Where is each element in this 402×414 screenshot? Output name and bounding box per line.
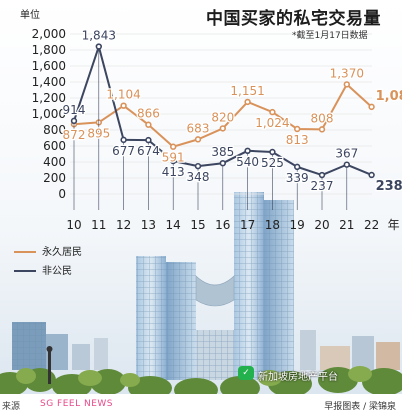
source-credit: 来源: [2, 402, 21, 412]
series-lines: [70, 43, 375, 210]
x-axis-suffix: 年: [388, 218, 400, 232]
y-tick-label: 600: [43, 139, 66, 153]
data-point: [368, 103, 375, 111]
data-point: [343, 81, 350, 88]
data-label: 914: [63, 103, 86, 117]
x-tick-label: 21: [339, 218, 354, 232]
data-point: [269, 148, 276, 156]
data-label: 591: [162, 151, 185, 165]
y-tick-label: 400: [43, 155, 66, 169]
legend-label: 非公民: [42, 266, 72, 277]
y-tick-label: 1,600: [32, 59, 66, 73]
data-label: 525: [261, 156, 284, 170]
data-point: [95, 43, 103, 50]
data-point: [120, 102, 127, 109]
data-point: [194, 136, 202, 143]
data-point: [294, 125, 301, 133]
x-tick-label: 15: [190, 218, 205, 232]
x-tick-label: 20: [314, 218, 329, 232]
data-label: 1,370: [330, 66, 364, 80]
page-title: 中国买家的私宅交易量: [206, 9, 381, 29]
y-tick-label: 1,400: [32, 75, 66, 89]
data-label: 808: [311, 111, 334, 125]
data-label: 339: [286, 171, 309, 185]
data-point: [294, 163, 301, 171]
data-point: [194, 162, 202, 170]
data-point: [145, 121, 152, 128]
data-label: 367: [335, 147, 358, 161]
legend-item-non-residents: 非公民: [14, 262, 72, 277]
data-label: 1,089: [376, 89, 402, 104]
data-label: 895: [87, 126, 110, 140]
chart-credit: 早报图表 / 梁锦泉: [324, 402, 396, 412]
legend-swatch: [14, 270, 36, 272]
data-point: [170, 157, 177, 165]
y-axis: 0 200 400 600 800 1,000 1,200 1,400 1,600 1,800 2,…: [32, 27, 66, 201]
data-point: [219, 125, 227, 132]
data-point: [145, 136, 152, 144]
x-tick-label: 17: [240, 218, 255, 232]
data-point: [219, 160, 227, 167]
legend-swatch: [14, 251, 36, 253]
data-point: [318, 126, 326, 133]
data-point: [269, 108, 276, 116]
legend-label: 永久居民: [42, 247, 82, 258]
y-tick-label: 200: [43, 171, 66, 185]
wechat-icon: ✓: [238, 366, 254, 380]
data-label: 237: [311, 179, 334, 193]
data-point: [170, 143, 177, 150]
data-point: [120, 136, 127, 144]
data-label: 540: [236, 155, 259, 169]
data-label: 683: [187, 121, 210, 135]
x-tick-label: 13: [141, 218, 156, 232]
legend-item-permanent-residents: 永久居民: [14, 243, 82, 258]
data-label: 385: [211, 145, 234, 159]
data-label: 413: [162, 165, 185, 179]
x-tick-label: 11: [91, 218, 106, 232]
y-axis-unit: 单位: [20, 10, 40, 21]
y-tick-label: 1,800: [32, 43, 66, 57]
x-tick-label: 10: [66, 218, 81, 232]
data-label: 348: [187, 170, 210, 184]
data-label: 1,151: [230, 84, 264, 98]
data-label: 1,843: [82, 29, 116, 43]
y-tick-label: 800: [43, 123, 66, 137]
data-label: 1,104: [106, 88, 140, 102]
data-note: *截至1月17日数据: [292, 31, 368, 41]
watermark-right: 新加坡房地产平台: [258, 372, 338, 383]
y-tick-label: 1,000: [32, 107, 66, 121]
y-tick-label: 0: [58, 187, 66, 201]
x-tick-label: 14: [166, 218, 181, 232]
data-label: 1,024: [255, 116, 289, 130]
data-label: 674: [137, 144, 160, 158]
data-label: 820: [211, 110, 234, 124]
y-tick-label: 1,200: [32, 91, 66, 105]
data-label: 238: [376, 179, 402, 194]
data-label: 872: [63, 128, 86, 142]
data-label: 677: [112, 144, 135, 158]
x-tick-label: 22: [364, 218, 379, 232]
x-tick-label: 19: [290, 218, 305, 232]
data-label: 866: [137, 107, 160, 121]
y-tick-label: 2,000: [32, 27, 66, 41]
data-point: [70, 117, 78, 125]
data-point: [343, 161, 350, 168]
data-point: [244, 98, 251, 106]
x-axis: 10 11 12 13 14 15 16 17 18 19 20 21 22 年: [66, 218, 399, 232]
watermark-left: SG FEEL NEWS: [40, 399, 114, 409]
data-point: [318, 171, 326, 179]
x-tick-label: 12: [116, 218, 131, 232]
x-tick-label: 16: [215, 218, 230, 232]
data-point: [368, 171, 375, 179]
x-tick-label: 18: [265, 218, 280, 232]
data-label: 813: [286, 133, 309, 147]
data-point: [244, 147, 251, 155]
